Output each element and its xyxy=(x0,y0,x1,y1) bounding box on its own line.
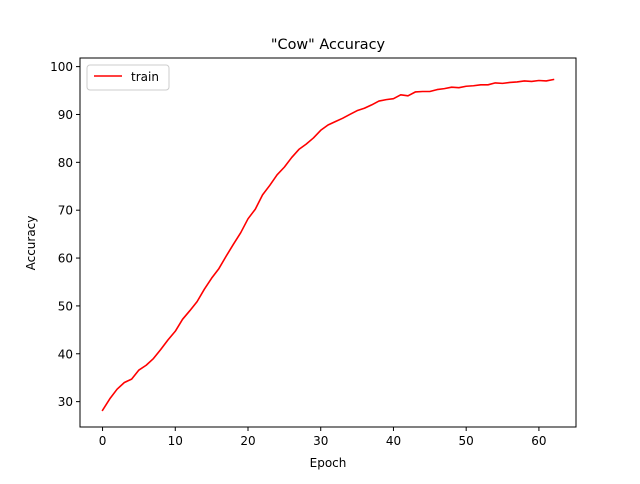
x-tick-label: 10 xyxy=(168,434,183,448)
plot-frame xyxy=(79,57,577,428)
y-tick-label: 100 xyxy=(50,60,73,74)
y-tick-label: 30 xyxy=(58,395,73,409)
y-tick-label: 80 xyxy=(58,156,73,170)
y-axis-label: Accuracy xyxy=(24,216,38,271)
y-tick-label: 60 xyxy=(58,252,73,266)
series-layer xyxy=(101,78,555,412)
x-tick-label: 40 xyxy=(386,434,401,448)
series-line-train xyxy=(101,78,555,412)
legend-box xyxy=(86,64,170,91)
y-tick-label: 70 xyxy=(58,204,73,218)
legend-label: train xyxy=(131,70,159,84)
y-tick-label: 50 xyxy=(58,299,73,313)
x-tick-label: 60 xyxy=(531,434,546,448)
x-tick-label: 20 xyxy=(240,434,255,448)
x-axis-label: Epoch xyxy=(310,456,347,470)
y-tick-label: 90 xyxy=(58,108,73,122)
y-tick-label: 40 xyxy=(58,347,73,361)
x-tick-label: 30 xyxy=(313,434,328,448)
y-axis-ticks: 30 40 50 60 70 80 90 100 xyxy=(50,60,80,409)
x-tick-label: 50 xyxy=(459,434,474,448)
x-axis-ticks: 0 10 20 30 40 50 60 xyxy=(99,427,547,448)
legend: train xyxy=(86,64,170,91)
x-tick-label: 0 xyxy=(99,434,107,448)
chart-title: "Cow" Accuracy xyxy=(271,37,386,53)
